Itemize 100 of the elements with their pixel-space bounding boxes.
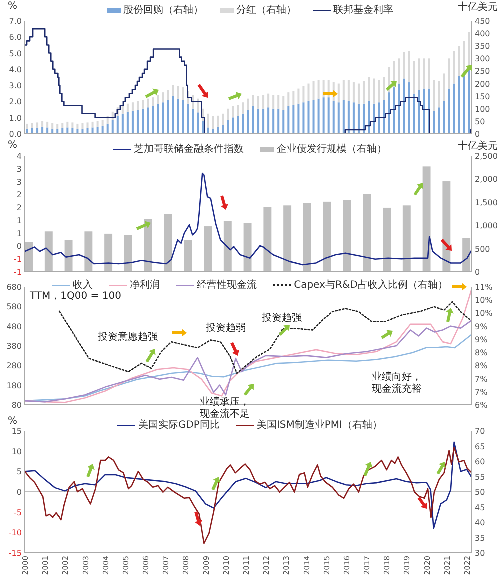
bar xyxy=(142,108,144,134)
bar xyxy=(212,116,214,129)
bar xyxy=(262,95,265,109)
bar xyxy=(342,80,345,100)
bar xyxy=(418,90,420,134)
bar xyxy=(46,128,49,134)
bar xyxy=(167,100,170,134)
bar xyxy=(373,104,376,134)
bar xyxy=(147,108,150,134)
bar xyxy=(292,91,295,106)
y2-tick-label: 250 xyxy=(475,67,490,76)
y2-tick-label: 0 xyxy=(475,130,480,139)
bar xyxy=(378,102,380,134)
bar xyxy=(348,101,350,134)
bar xyxy=(36,128,39,134)
bar xyxy=(104,234,113,272)
y2-tick-label: 150 xyxy=(475,92,490,102)
y-tick-label: 2 xyxy=(16,204,22,213)
legend-label: 芝加哥联储金融条件指数 xyxy=(134,142,244,156)
bar xyxy=(403,52,406,79)
y-tick-label: 5.0 xyxy=(9,49,22,58)
bar xyxy=(368,101,370,134)
bar xyxy=(463,41,466,72)
bar xyxy=(42,121,44,127)
bar xyxy=(258,96,260,109)
y-axis-title: % xyxy=(8,1,18,12)
bar xyxy=(312,81,315,100)
y2-tick-label: 65 xyxy=(475,442,486,452)
y-tick-label: 680 xyxy=(6,283,22,292)
y2-tick-label: 6% xyxy=(475,401,488,410)
bar xyxy=(132,102,134,111)
bar xyxy=(352,102,355,134)
bar xyxy=(363,194,372,272)
y-tick-label: 3.0 xyxy=(9,82,22,91)
bar xyxy=(462,238,471,272)
bar xyxy=(222,125,224,134)
y-tick-label: 10 xyxy=(12,447,22,456)
bar xyxy=(76,124,79,130)
bar xyxy=(32,128,34,134)
bar xyxy=(268,108,270,134)
y2-tick-label: 60 xyxy=(475,458,486,466)
bar xyxy=(458,46,460,76)
bar xyxy=(252,106,254,134)
y-tick-label: 2 xyxy=(16,190,22,200)
bar xyxy=(422,166,431,272)
bar xyxy=(284,206,292,272)
y-tick-label: 0.0 xyxy=(9,130,22,139)
bar xyxy=(132,110,134,134)
bar xyxy=(32,123,34,128)
bar xyxy=(358,104,360,134)
bar xyxy=(403,78,406,134)
y-tick-label: 80 xyxy=(12,401,22,410)
bar xyxy=(282,96,285,110)
bar xyxy=(468,32,470,66)
bar xyxy=(26,124,28,129)
bar xyxy=(383,100,386,134)
y-tick-label: 4.0 xyxy=(9,65,22,74)
bar xyxy=(62,128,64,134)
y2-tick-label: 11% xyxy=(475,283,494,292)
y-tick-label: 15 xyxy=(12,427,22,436)
bar xyxy=(303,203,312,272)
y2-tick-label: 35 xyxy=(475,534,486,543)
bar xyxy=(62,123,64,128)
bar xyxy=(308,101,310,134)
y-tick-label: -5 xyxy=(14,508,22,518)
bar xyxy=(82,128,84,134)
bar xyxy=(124,235,132,272)
bar xyxy=(443,74,446,102)
bar xyxy=(244,223,252,272)
y-tick-label: 4 xyxy=(16,152,22,161)
bar xyxy=(298,104,300,134)
bar xyxy=(312,100,315,134)
y2-tick-label: 8% xyxy=(475,362,488,371)
bar xyxy=(362,81,365,104)
bar xyxy=(227,120,230,134)
bar xyxy=(136,101,139,110)
annotation: TTM，1Q00 = 100 xyxy=(30,291,122,303)
bar xyxy=(116,116,119,134)
y2-axis-title: 十亿美元 xyxy=(458,140,498,153)
bar xyxy=(268,94,270,108)
y2-tick-label: 9% xyxy=(475,322,488,332)
y-tick-label: 0 xyxy=(16,242,22,252)
bar xyxy=(398,84,400,134)
y2-tick-label: 1,000 xyxy=(475,222,498,231)
y-tick-label: 580 xyxy=(6,302,22,312)
bar xyxy=(453,51,456,84)
bar xyxy=(373,78,376,104)
y-tick-label: 3 xyxy=(16,164,22,174)
bar xyxy=(204,226,212,272)
y2-tick-label: 350 xyxy=(475,42,490,52)
bar xyxy=(448,58,450,89)
bar xyxy=(232,106,234,118)
annotation: 投资意愿趋强 xyxy=(98,332,158,344)
bar xyxy=(26,128,28,134)
bar xyxy=(318,98,320,134)
y2-tick-label: 45 xyxy=(475,503,486,512)
bar xyxy=(197,112,200,134)
bar xyxy=(217,116,220,127)
bar xyxy=(142,100,144,109)
bar xyxy=(338,102,340,134)
